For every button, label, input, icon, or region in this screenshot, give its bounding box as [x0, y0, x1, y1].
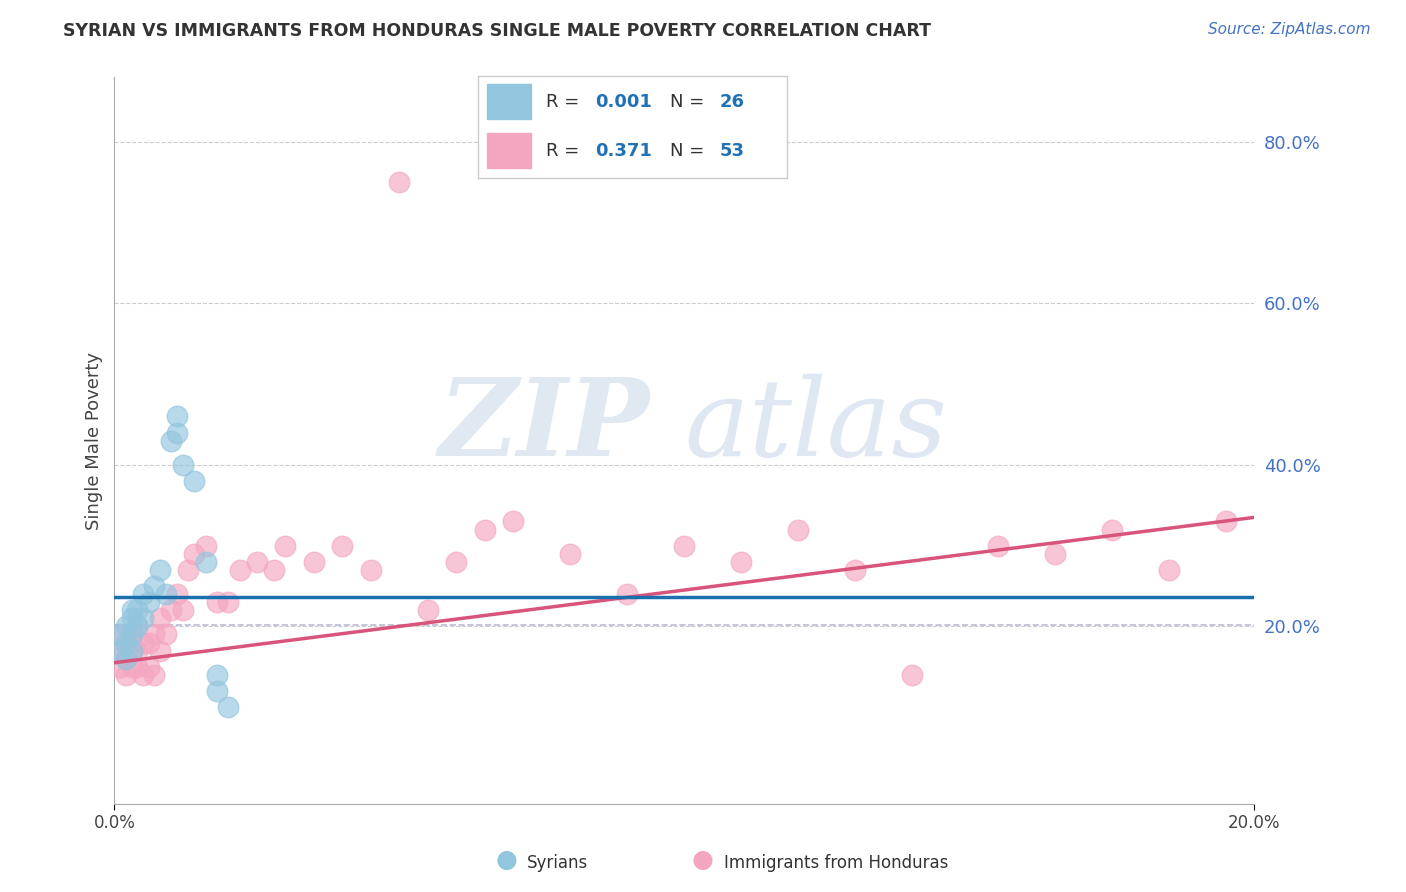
Point — [205, 668, 228, 682]
Point — [138, 659, 160, 673]
Point — [149, 643, 172, 657]
Point — [108, 627, 131, 641]
Point — [560, 547, 582, 561]
Point — [166, 425, 188, 440]
Text: 53: 53 — [720, 142, 744, 160]
Point — [155, 587, 177, 601]
Point — [166, 587, 188, 601]
Point — [177, 563, 200, 577]
Point — [127, 603, 149, 617]
Point — [108, 643, 131, 657]
Point — [127, 643, 149, 657]
Point — [143, 579, 166, 593]
Point — [1101, 523, 1123, 537]
Point — [229, 563, 252, 577]
Point — [121, 627, 143, 641]
Point — [121, 659, 143, 673]
Point — [1215, 515, 1237, 529]
Point — [132, 668, 155, 682]
Point — [114, 619, 136, 633]
Point — [172, 458, 194, 472]
Point — [274, 539, 297, 553]
Text: R =: R = — [546, 142, 585, 160]
Point — [217, 595, 239, 609]
Point — [263, 563, 285, 577]
Text: R =: R = — [546, 94, 585, 112]
Text: N =: N = — [669, 94, 710, 112]
Text: ●: ● — [495, 848, 517, 872]
Point — [205, 595, 228, 609]
Point — [155, 627, 177, 641]
Point — [127, 619, 149, 633]
Point — [114, 651, 136, 665]
Point — [474, 523, 496, 537]
Point — [114, 635, 136, 649]
Point — [502, 515, 524, 529]
Point — [108, 643, 131, 657]
Text: SYRIAN VS IMMIGRANTS FROM HONDURAS SINGLE MALE POVERTY CORRELATION CHART: SYRIAN VS IMMIGRANTS FROM HONDURAS SINGL… — [63, 22, 931, 40]
Point — [787, 523, 810, 537]
Point — [166, 409, 188, 424]
Point — [132, 611, 155, 625]
Point — [246, 555, 269, 569]
Text: ZIP: ZIP — [439, 373, 650, 479]
Point — [149, 611, 172, 625]
Text: Source: ZipAtlas.com: Source: ZipAtlas.com — [1208, 22, 1371, 37]
Point — [108, 659, 131, 673]
Point — [1157, 563, 1180, 577]
Text: 0.371: 0.371 — [596, 142, 652, 160]
Point — [132, 587, 155, 601]
Text: 0.001: 0.001 — [596, 94, 652, 112]
Text: atlas: atlas — [685, 374, 948, 479]
Point — [121, 643, 143, 657]
Point — [114, 668, 136, 682]
Text: Syrians: Syrians — [527, 855, 589, 872]
Point — [446, 555, 468, 569]
Point — [330, 539, 353, 553]
Point — [138, 635, 160, 649]
Point — [172, 603, 194, 617]
Point — [673, 539, 696, 553]
Point — [132, 635, 155, 649]
Point — [987, 539, 1010, 553]
Point — [143, 668, 166, 682]
Point — [194, 555, 217, 569]
Point — [844, 563, 866, 577]
Point — [730, 555, 752, 569]
Point — [108, 627, 131, 641]
Point — [114, 651, 136, 665]
Point — [114, 635, 136, 649]
Text: ●: ● — [692, 848, 714, 872]
Point — [205, 684, 228, 698]
Point — [160, 603, 183, 617]
Point — [616, 587, 638, 601]
Point — [127, 619, 149, 633]
Text: 26: 26 — [720, 94, 744, 112]
Text: N =: N = — [669, 142, 710, 160]
Text: Immigrants from Honduras: Immigrants from Honduras — [724, 855, 949, 872]
Point — [121, 603, 143, 617]
Point — [183, 474, 205, 488]
Point — [121, 643, 143, 657]
Point — [194, 539, 217, 553]
Point — [183, 547, 205, 561]
Bar — [488, 133, 530, 168]
Point — [149, 563, 172, 577]
Point — [388, 175, 411, 189]
Point — [302, 555, 325, 569]
Point — [1043, 547, 1066, 561]
Point — [217, 700, 239, 714]
Point — [127, 659, 149, 673]
Point — [160, 434, 183, 448]
Point — [901, 668, 924, 682]
Point — [416, 603, 439, 617]
Bar — [488, 84, 530, 119]
Y-axis label: Single Male Poverty: Single Male Poverty — [86, 351, 103, 530]
Point — [121, 611, 143, 625]
Point — [360, 563, 382, 577]
Point — [138, 595, 160, 609]
Point — [143, 627, 166, 641]
Point — [121, 627, 143, 641]
